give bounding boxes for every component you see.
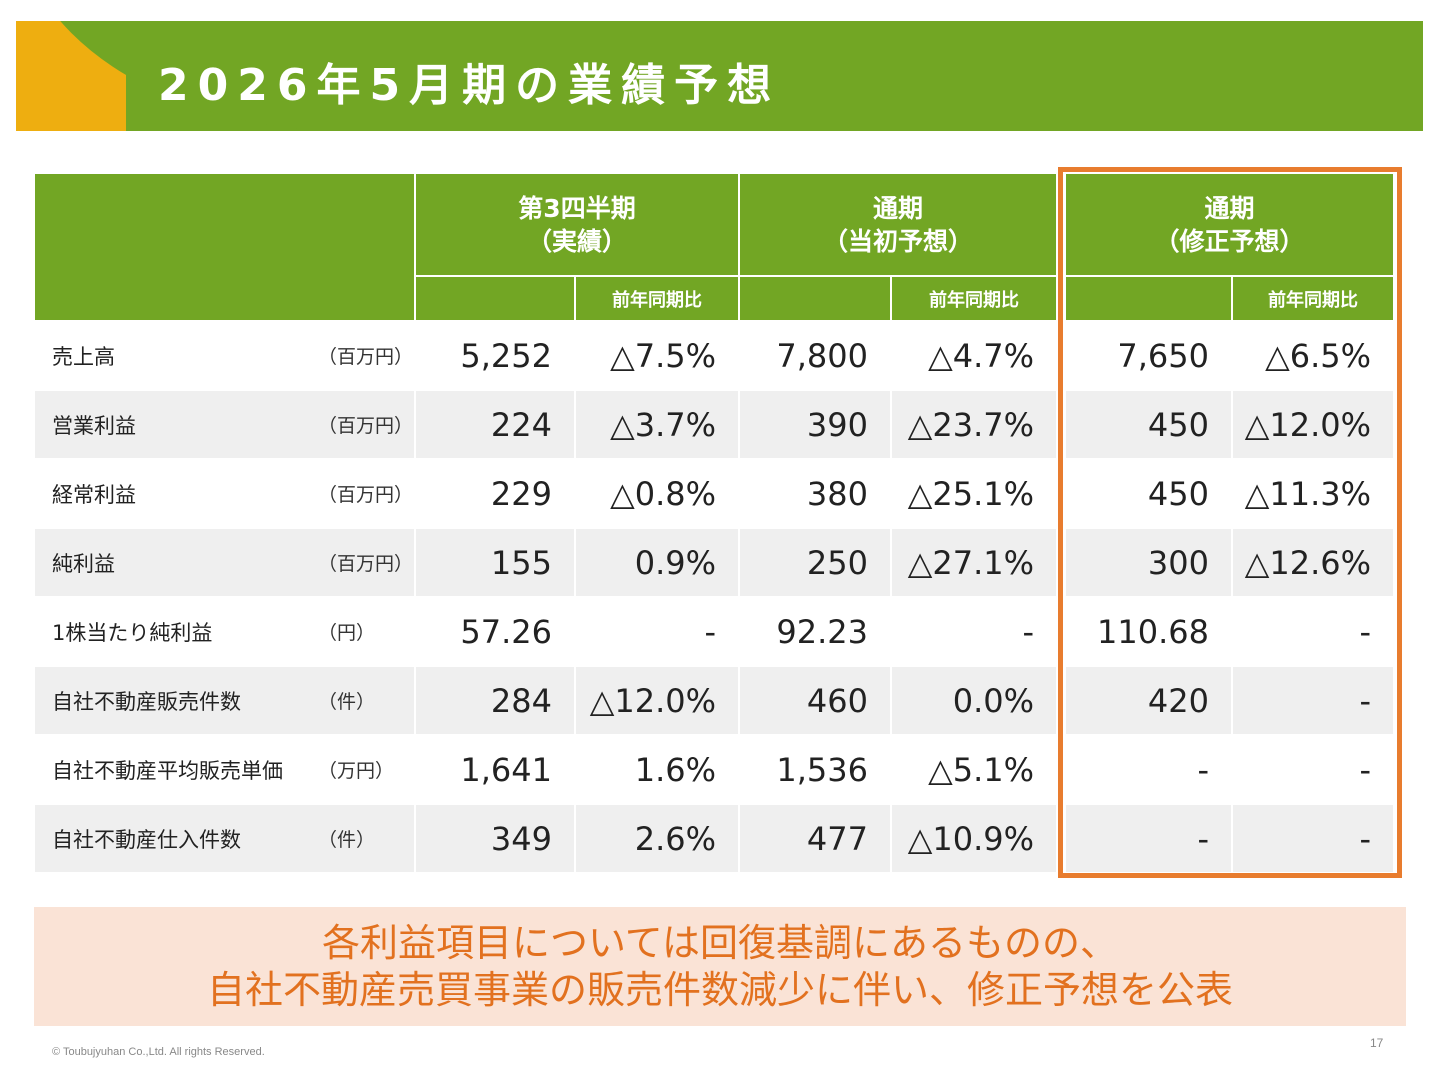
value-cell: 229: [416, 460, 574, 527]
metric-unit: （百万円）: [318, 553, 414, 575]
value-cell: 390: [740, 391, 890, 458]
metric-name: 自社不動産販売件数: [52, 689, 241, 714]
value-cell: 57.26: [416, 598, 574, 665]
value-cell: 420: [1066, 667, 1231, 734]
subheader-blank: [416, 277, 574, 320]
value-cell: 1,536: [740, 736, 890, 803]
copyright: © Toubujyuhan Co.,Ltd. All rights Reserv…: [52, 1046, 265, 1058]
value-cell: 450: [1066, 460, 1231, 527]
metric-name: 1株当たり純利益: [52, 620, 213, 645]
value-cell: 155: [416, 529, 574, 596]
group-header: 通期 （修正予想）: [1066, 174, 1393, 275]
metric-name: 自社不動産仕入件数: [52, 827, 241, 852]
value-cell: 450: [1066, 391, 1231, 458]
row-label: 自社不動産平均販売単価 （万円）: [35, 736, 414, 803]
summary-note: 各利益項目については回復基調にあるものの、 自社不動産売買事業の販売件数減少に伴…: [34, 907, 1406, 1026]
metric-name: 自社不動産平均販売単価: [52, 758, 283, 783]
metric-unit: （件）: [318, 691, 376, 713]
value-cell: 1,641: [416, 736, 574, 803]
value-cell: 7,800: [740, 322, 890, 389]
group-header: 通期 （当初予想）: [740, 174, 1056, 275]
row-label: 自社不動産販売件数 （件）: [35, 667, 414, 734]
value-cell: -: [1066, 805, 1231, 872]
yoy-cell: △11.3%: [1233, 460, 1393, 527]
metric-name: 売上高: [52, 344, 115, 369]
row-label: 純利益 （百万円）: [35, 529, 414, 596]
page-number: 17: [1370, 1036, 1384, 1050]
yoy-cell: △5.1%: [892, 736, 1056, 803]
yoy-cell: △10.9%: [892, 805, 1056, 872]
yoy-cell: △23.7%: [892, 391, 1056, 458]
value-cell: 300: [1066, 529, 1231, 596]
metric-unit: （万円）: [318, 760, 395, 782]
yoy-cell: 0.0%: [892, 667, 1056, 734]
metric-unit: （百万円）: [318, 346, 414, 368]
value-cell: 284: [416, 667, 574, 734]
yoy-cell: -: [1233, 667, 1393, 734]
yoy-cell: -: [892, 598, 1056, 665]
title-banner: 2026年5月期の業績予想: [16, 21, 1423, 131]
yoy-cell: 0.9%: [576, 529, 738, 596]
yoy-cell: △27.1%: [892, 529, 1056, 596]
note-line-2: 自社不動産売買事業の販売件数減少に伴い、修正予想を公表: [206, 967, 1233, 1012]
value-cell: 460: [740, 667, 890, 734]
value-cell: -: [1066, 736, 1231, 803]
yoy-header: 前年同期比: [576, 277, 738, 320]
yoy-cell: 1.6%: [576, 736, 738, 803]
value-cell: 477: [740, 805, 890, 872]
group-header-line2: （実績）: [526, 226, 627, 256]
value-cell: 380: [740, 460, 890, 527]
group-header: 第3四半期 （実績）: [416, 174, 738, 275]
value-cell: 250: [740, 529, 890, 596]
metric-unit: （円）: [318, 622, 376, 644]
yoy-cell: 2.6%: [576, 805, 738, 872]
row-label: 経常利益 （百万円）: [35, 460, 414, 527]
yoy-cell: △12.6%: [1233, 529, 1393, 596]
yoy-cell: △4.7%: [892, 322, 1056, 389]
header-corner: [35, 174, 414, 320]
group-header-line2: （当初予想）: [822, 226, 973, 256]
metric-name: 純利益: [52, 551, 115, 576]
yoy-header: 前年同期比: [1233, 277, 1393, 320]
metric-name: 営業利益: [52, 413, 136, 438]
row-label: 自社不動産仕入件数 （件）: [35, 805, 414, 872]
page-title: 2026年5月期の業績予想: [158, 60, 781, 111]
row-label: 1株当たり純利益 （円）: [35, 598, 414, 665]
yoy-cell: △0.8%: [576, 460, 738, 527]
yoy-cell: △12.0%: [1233, 391, 1393, 458]
yoy-cell: -: [576, 598, 738, 665]
row-label: 売上高 （百万円）: [35, 322, 414, 389]
value-cell: 110.68: [1066, 598, 1231, 665]
yoy-cell: -: [1233, 598, 1393, 665]
group-header-line2: （修正予想）: [1154, 226, 1305, 256]
yoy-cell: △3.7%: [576, 391, 738, 458]
yoy-cell: △12.0%: [576, 667, 738, 734]
yoy-cell: -: [1233, 736, 1393, 803]
value-cell: 7,650: [1066, 322, 1231, 389]
group-header-line1: 第3四半期: [518, 193, 636, 223]
value-cell: 5,252: [416, 322, 574, 389]
value-cell: 92.23: [740, 598, 890, 665]
group-header-line1: 通期: [872, 193, 923, 223]
yoy-cell: △25.1%: [892, 460, 1056, 527]
yoy-cell: -: [1233, 805, 1393, 872]
metric-unit: （件）: [318, 829, 376, 851]
group-header-line1: 通期: [1204, 193, 1255, 223]
row-label: 営業利益 （百万円）: [35, 391, 414, 458]
subheader-blank: [1066, 277, 1231, 320]
yoy-header: 前年同期比: [892, 277, 1056, 320]
metric-unit: （百万円）: [318, 484, 414, 506]
metric-name: 経常利益: [52, 482, 136, 507]
yoy-cell: △7.5%: [576, 322, 738, 389]
yoy-cell: △6.5%: [1233, 322, 1393, 389]
metric-unit: （百万円）: [318, 415, 414, 437]
note-line-1: 各利益項目については回復基調にあるものの、: [321, 920, 1119, 965]
value-cell: 224: [416, 391, 574, 458]
value-cell: 349: [416, 805, 574, 872]
subheader-blank: [740, 277, 890, 320]
